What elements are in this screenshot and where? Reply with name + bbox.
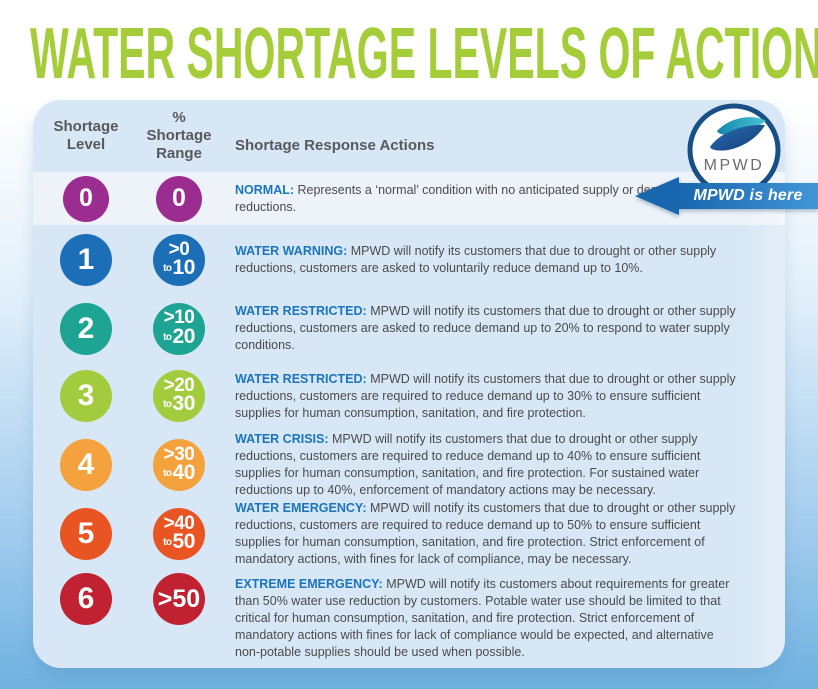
table-row-level-3: 3 >20 to 30 WATER RESTRICTED: MPWD will no… xyxy=(33,362,785,430)
header-response-actions: Shortage Response Actions xyxy=(235,137,435,155)
response-action-text: WATER EMERGENCY: MPWD will notify its cu… xyxy=(235,501,736,566)
range-badge: 0 xyxy=(156,175,202,222)
response-action-text: WATER WARNING: MPWD will notify its cust… xyxy=(235,244,717,275)
swoosh-bottom-icon xyxy=(710,124,765,151)
range-badge: >0 to 10 xyxy=(153,234,205,286)
header-shortage-level: Shortage Level xyxy=(53,118,119,153)
level-badge: 0 xyxy=(63,175,109,222)
mpwd-is-here-arrow: MPWD is here xyxy=(635,177,818,215)
level-badge: 5 xyxy=(60,508,112,560)
svg-text:MPWD: MPWD xyxy=(704,157,765,174)
response-action-text: WATER RESTRICTED: MPWD will notify its c… xyxy=(235,371,736,420)
level-badge: 2 xyxy=(60,302,112,355)
page-title: WATER SHORTAGE LEVELS OF ACTION xyxy=(30,14,818,94)
table-header-row: Shortage Level % Shortage Range Shortage… xyxy=(33,100,785,172)
range-badge: >50 xyxy=(153,573,205,625)
response-action-text: EXTREME EMERGENCY: MPWD will notify its … xyxy=(235,577,730,659)
level-badge: 3 xyxy=(60,370,112,422)
range-badge: >20 to 30 xyxy=(153,370,205,422)
range-badge: >10 to 20 xyxy=(153,302,205,355)
range-badge: >40 to 50 xyxy=(153,508,205,560)
arrow-left-icon xyxy=(635,177,679,215)
table-row-level-5: 5 >40 to 50 WATER EMERGENCY: MPWD will not… xyxy=(33,500,785,568)
table-row-level-6: 6 >50 EXTREME EMERGENCY: MPWD will notif… xyxy=(33,568,785,668)
response-action-text: WATER CRISIS: MPWD will notify its custo… xyxy=(235,432,701,497)
table-row-level-2: 2 >10 to 20 WATER RESTRICTED: MPWD will no… xyxy=(33,295,785,362)
header-shortage-range: % Shortage Range xyxy=(146,109,212,162)
table-row-level-1: 1 >0 to 10 WATER WARNING: MPWD will notify… xyxy=(33,225,785,295)
table-row-level-4: 4 >30 to 40 WATER CRISIS: MPWD will notify… xyxy=(33,430,785,500)
response-action-text: WATER RESTRICTED: MPWD will notify its c… xyxy=(235,304,736,352)
level-badge: 6 xyxy=(60,573,112,625)
arrow-label: MPWD is here xyxy=(693,187,803,204)
level-badge: 4 xyxy=(60,439,112,491)
response-action-text: NORMAL: Represents a ‘normal’ condition … xyxy=(235,182,682,214)
level-badge: 1 xyxy=(60,234,112,286)
range-badge: >30 to 40 xyxy=(153,439,205,491)
swoosh-top-icon xyxy=(717,117,766,135)
